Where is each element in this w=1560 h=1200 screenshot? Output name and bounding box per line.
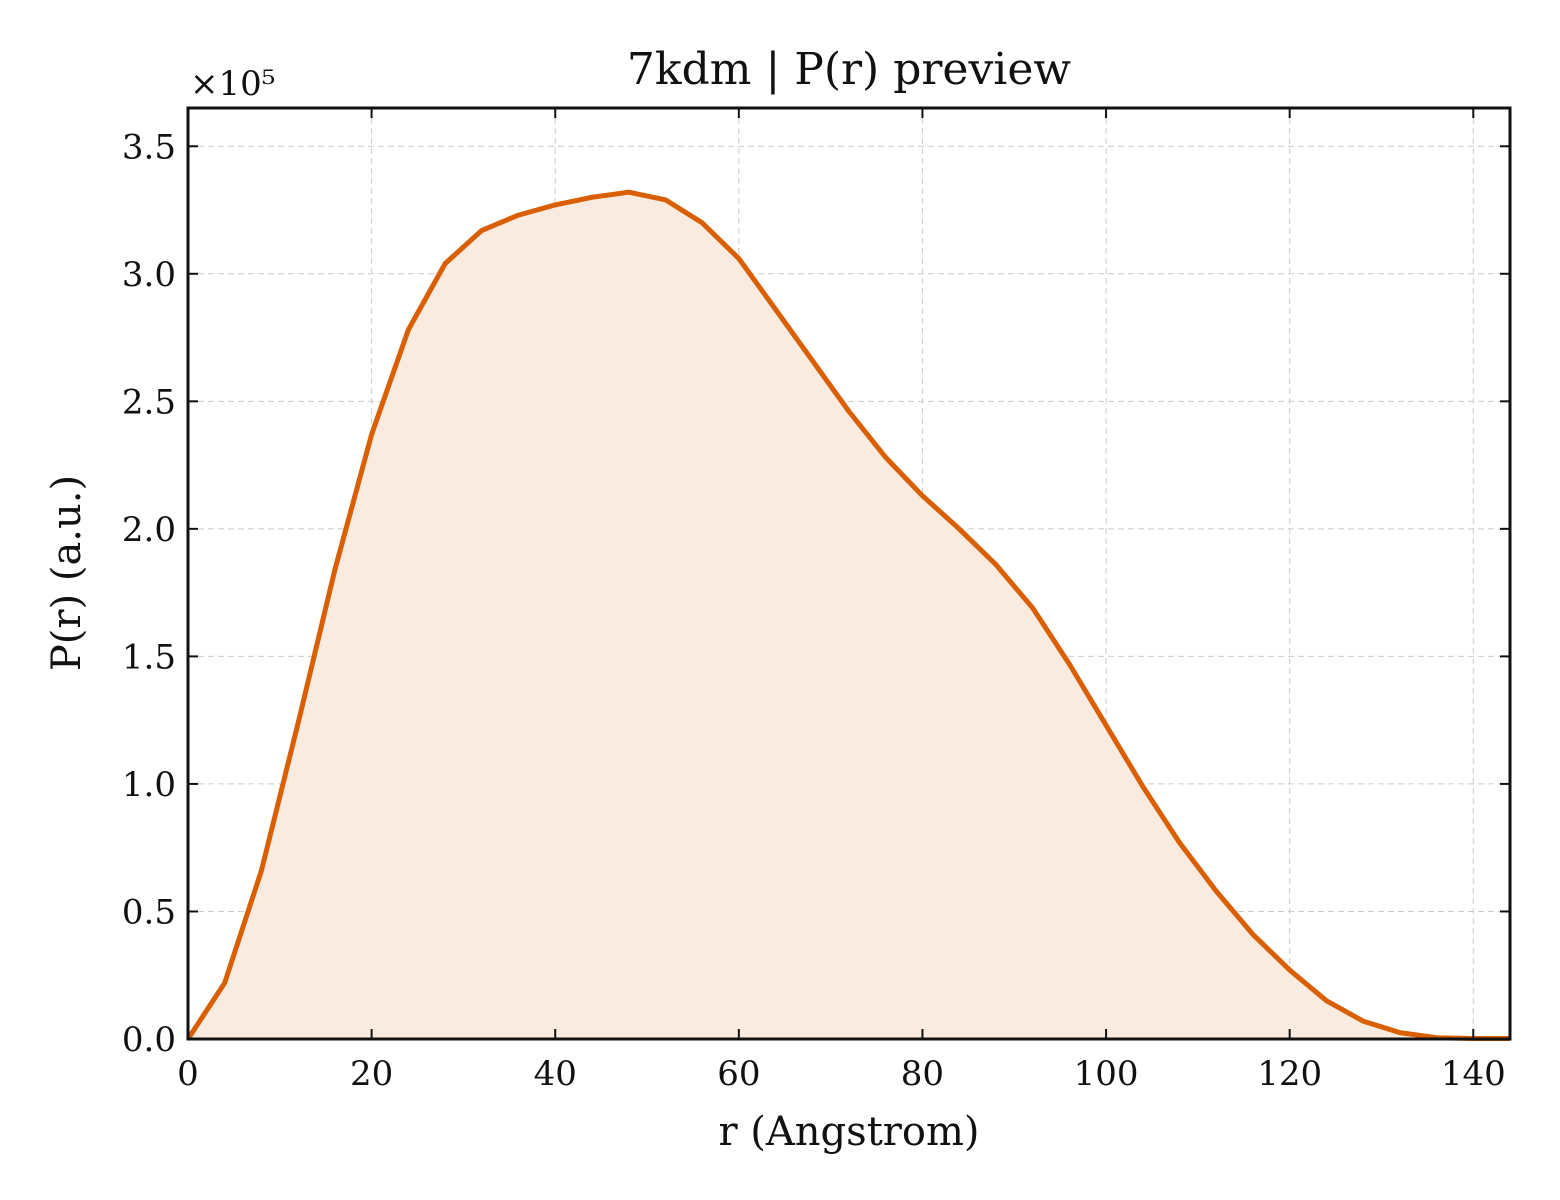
x-tick-label: 40 <box>534 1054 577 1094</box>
x-tick-label: 140 <box>1441 1054 1506 1094</box>
y-tick-label: 1.0 <box>122 765 176 805</box>
y-tick-label: 0.0 <box>122 1020 176 1060</box>
x-tick-label: 0 <box>177 1054 199 1094</box>
series-line <box>185 189 1510 1041</box>
x-tick-label: 120 <box>1257 1054 1322 1094</box>
y-axis-label: P(r) (a.u.) <box>44 475 90 671</box>
chart-title: 7kdm | P(r) preview <box>627 44 1072 95</box>
x-axis-label: r (Angstrom) <box>718 1109 979 1155</box>
x-tick-label: 20 <box>350 1054 393 1094</box>
ticks <box>187 108 1510 1040</box>
x-tick-label: 100 <box>1074 1054 1139 1094</box>
y-tick-label: 2.5 <box>122 382 176 422</box>
y-tick-label: 0.5 <box>122 892 176 932</box>
y-tick-label: 3.0 <box>122 255 176 295</box>
plot-frame <box>186 106 1512 1041</box>
x-tick-label: 60 <box>717 1054 760 1094</box>
y-tick-label: 2.0 <box>122 510 176 550</box>
y-multiplier-label: ×10⁵ <box>190 64 275 104</box>
tick-labels: 0 20 40 60 80 100 120 140 0.0 0.5 1.0 1.5 2.0 2.5 3.0 3… <box>122 127 1506 1094</box>
series-area-fill <box>188 192 1510 1039</box>
y-tick-label: 1.5 <box>122 637 176 677</box>
y-tick-label: 3.5 <box>122 127 176 167</box>
x-tick-label: 80 <box>901 1054 944 1094</box>
